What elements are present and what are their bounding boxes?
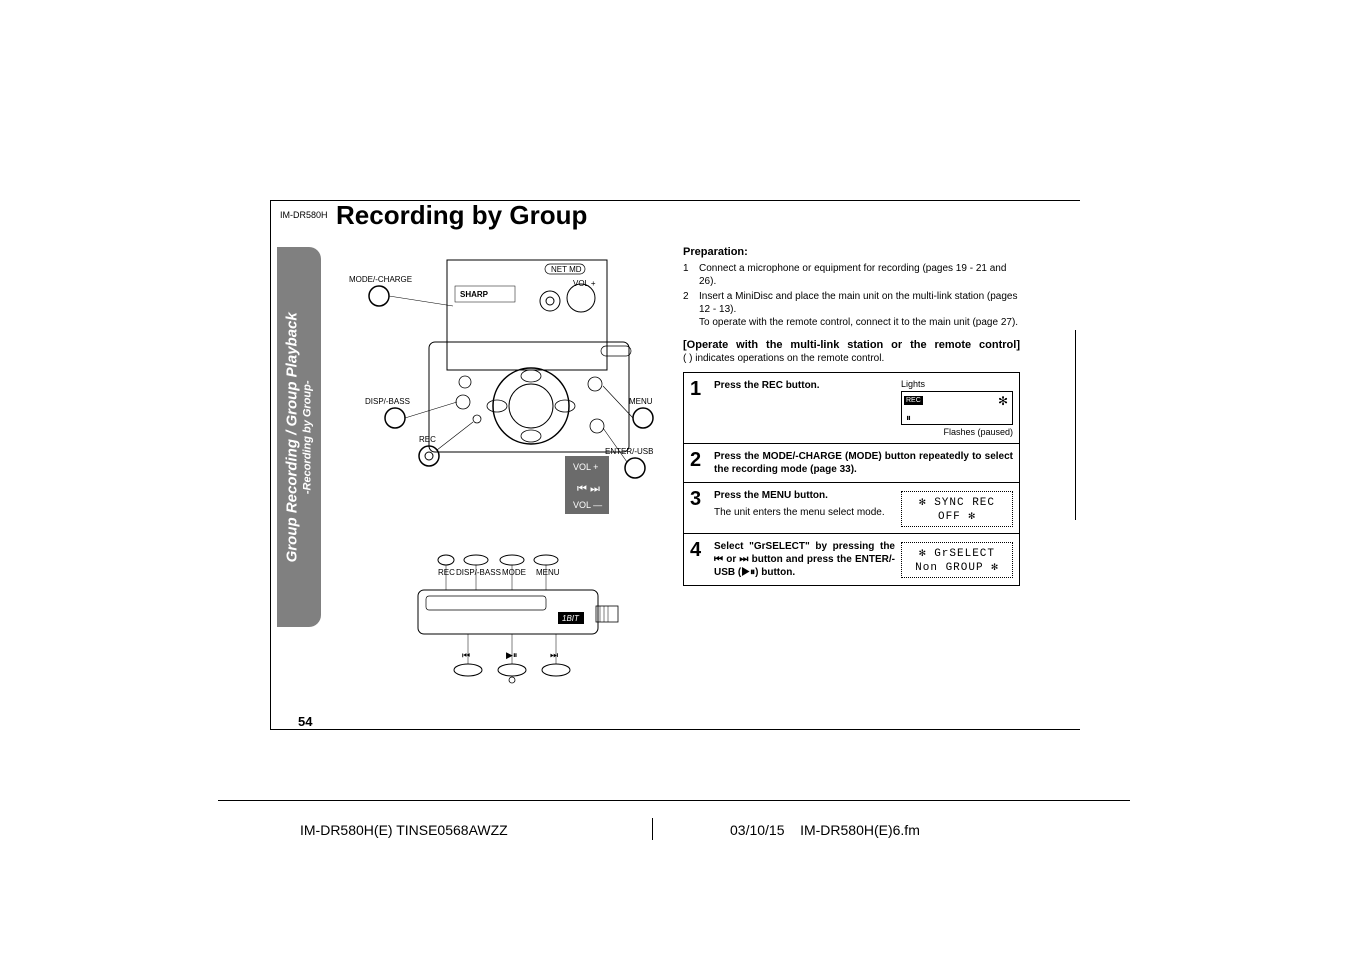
remote-diagram: REC DISP/-BASS MODE MENU 1BIT ⏮ ▶⏸ ⏭ <box>378 550 628 690</box>
footer-left-text: IM-DR580H(E) TINSE0568AWZZ <box>300 822 508 838</box>
step-number: 1 <box>690 379 708 437</box>
svg-text:VOL —: VOL — <box>573 500 602 510</box>
brand-label: SHARP <box>460 290 489 299</box>
step-number: 2 <box>690 450 708 476</box>
prep-text: Connect a microphone or equipment for re… <box>699 262 1020 288</box>
instructions-column: Preparation: 1 Connect a microphone or e… <box>683 246 1020 586</box>
step-body: Press the MENU button. The unit enters t… <box>714 489 895 527</box>
step-bold-text: Press the REC button. <box>714 380 820 391</box>
rec-label: REC <box>419 435 436 444</box>
prep-num: 2 <box>683 290 693 329</box>
pause-indicator-icon: ⏸ <box>906 413 911 424</box>
step-bold-text: Press the MENU button. <box>714 489 895 502</box>
netmd-label: NET MD <box>551 265 582 274</box>
device-diagram: SHARP NET MD VOL + VOL + ⏮ ⏭ VOL — MODE/… <box>345 246 665 546</box>
step-body: Select "GrSELECT" by pressing the ⏮ or ⏭… <box>714 540 895 579</box>
remote-1bit-label: 1BIT <box>562 614 580 623</box>
sidebar-sub-text: -Recording by Group- <box>301 312 313 562</box>
page-number: 54 <box>298 714 312 729</box>
step-row: 3 Press the MENU button. The unit enters… <box>684 483 1019 534</box>
footer-vertical-divider <box>652 818 653 840</box>
step-display: ✻ SYNC REC OFF ✻ <box>901 489 1013 527</box>
prep-item: 2 Insert a MiniDisc and place the main u… <box>683 290 1020 329</box>
prep-num: 1 <box>683 262 693 288</box>
step-row: 4 Select "GrSELECT" by pressing the ⏮ or… <box>684 534 1019 585</box>
page-title: Recording by Group <box>336 200 587 231</box>
step-bold-text: Select "GrSELECT" by pressing the ⏮ or ⏭… <box>714 540 895 579</box>
sidebar-main-text: Group Recording / Group Playback <box>285 312 302 562</box>
remote-rec-label: REC <box>438 568 455 577</box>
lcd-display: ✻ SYNC REC OFF ✻ <box>901 491 1013 527</box>
step-row: 2 Press the MODE/-CHARGE (MODE) button r… <box>684 444 1019 483</box>
step-display: ✻ GrSELECT Non GROUP ✻ <box>901 540 1013 579</box>
footer-divider-line <box>218 800 1130 801</box>
step-display: Lights REC ✻ ⏸ Flashes (paused) <box>901 379 1013 437</box>
svg-text:⏮: ⏮ <box>462 650 470 660</box>
model-label: IM-DR580H <box>280 210 328 220</box>
svg-text:⏭: ⏭ <box>550 650 558 660</box>
prep-text: Insert a MiniDisc and place the main uni… <box>699 290 1020 329</box>
step-row: 1 Press the REC button. Lights REC ✻ ⏸ F… <box>684 373 1019 444</box>
preparation-list: 1 Connect a microphone or equipment for … <box>683 262 1020 329</box>
steps-table: 1 Press the REC button. Lights REC ✻ ⏸ F… <box>683 372 1020 586</box>
footer-date: 03/10/15 <box>730 822 785 838</box>
remote-menu-label: MENU <box>536 568 560 577</box>
lcd-display: ✻ GrSELECT Non GROUP ✻ <box>901 542 1013 578</box>
menu-label: MENU <box>629 397 653 406</box>
right-column-divider <box>1075 330 1076 520</box>
step-rest-text: The unit enters the menu select mode. <box>714 506 895 519</box>
flashes-label: Flashes (paused) <box>901 427 1013 437</box>
sidebar-tab: Group Recording / Group Playback -Record… <box>277 247 321 627</box>
mode-charge-label: MODE/-CHARGE <box>349 275 412 284</box>
remote-mode-label: MODE <box>502 568 526 577</box>
rec-indicator-icon: REC <box>904 396 923 405</box>
step-number: 4 <box>690 540 708 579</box>
disp-bass-label: DISP/-BASS <box>365 397 410 406</box>
step-body: Press the MODE/-CHARGE (MODE) button rep… <box>714 450 1013 476</box>
step-bold-text: Press the MODE/-CHARGE (MODE) button rep… <box>714 450 1013 476</box>
prep-item: 1 Connect a microphone or equipment for … <box>683 262 1020 288</box>
lights-label: Lights <box>901 379 1013 389</box>
footer-right-text: 03/10/15 IM-DR580H(E)6.fm <box>730 822 920 838</box>
toc-indicator-icon: ✻ <box>998 394 1008 408</box>
svg-text:VOL +: VOL + <box>573 279 596 288</box>
operate-heading: [Operate with the multi-link station or … <box>683 339 1020 351</box>
remote-disp-bass-label: DISP/-BASS <box>456 568 501 577</box>
preparation-heading: Preparation: <box>683 246 1020 258</box>
footer-file: IM-DR580H(E)6.fm <box>800 822 920 838</box>
operate-subtext: ( ) indicates operations on the remote c… <box>683 353 1020 364</box>
enter-usb-label: ENTER/-USB <box>605 447 653 456</box>
svg-text:▶⏸: ▶⏸ <box>506 650 517 660</box>
svg-text:VOL +: VOL + <box>573 462 598 472</box>
step-body: Press the REC button. <box>714 379 895 437</box>
svg-text:⏮ ⏭: ⏮ ⏭ <box>577 483 600 495</box>
step-number: 3 <box>690 489 708 527</box>
